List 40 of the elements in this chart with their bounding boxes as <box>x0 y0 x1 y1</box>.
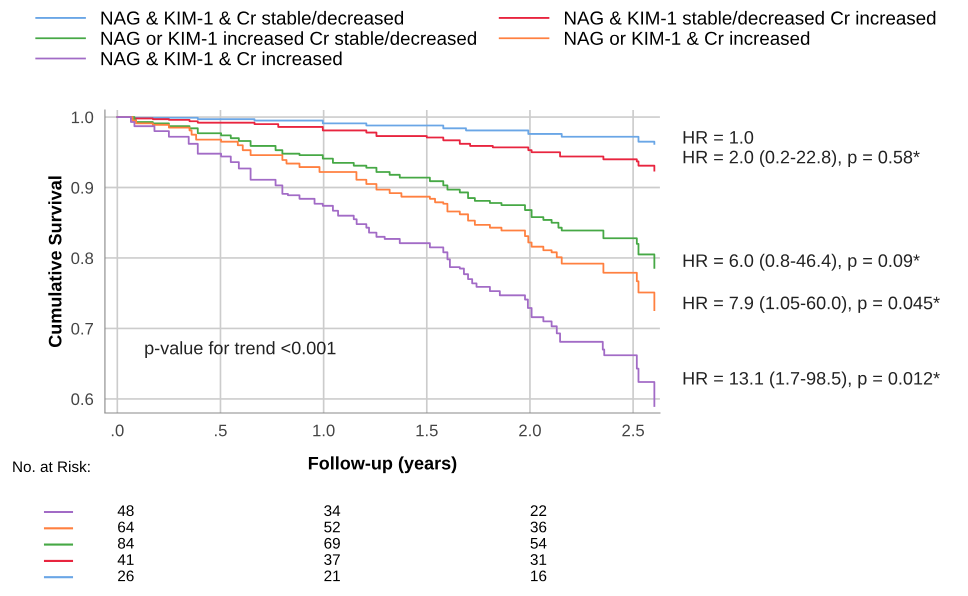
text: 34 <box>324 505 340 516</box>
text: 54 <box>530 538 546 549</box>
legend-label: NAG or KIM-1 increased Cr stable/decreased <box>102 31 476 45</box>
y-axis-title: Cumulative Survival <box>48 176 62 348</box>
text: 36 <box>530 522 546 532</box>
text: HR = 2.0 (0.2-22.8), p = 0.58* <box>684 150 920 168</box>
x-tick-label: 1.0 <box>313 424 335 436</box>
legend-label: NAG & KIM-1 & Cr stable/decreased <box>102 10 404 25</box>
y-tick-label: 1.0 <box>72 111 94 124</box>
text: HR = 6.0 (0.8-46.4), p = 0.09* <box>684 254 920 271</box>
text: 84 <box>118 538 134 549</box>
text: No. at Risk: <box>13 460 90 472</box>
text: 26 <box>118 570 134 582</box>
text: 22 <box>530 505 546 516</box>
annotation: p-value for trend <0.001 <box>145 341 336 358</box>
text: 52 <box>324 522 340 532</box>
legend-label: NAG & KIM-1 & Cr increased <box>102 51 342 66</box>
text: 64 <box>118 522 134 532</box>
legend-label: NAG or KIM-1 & Cr increased <box>564 31 810 45</box>
legend-label: NAG & KIM-1 stable/decreased Cr increased <box>564 10 936 25</box>
x-axis-title: Follow-up (years) <box>308 456 456 474</box>
x-tick-label: 2.5 <box>622 424 644 436</box>
text: 16 <box>531 570 546 582</box>
text: HR = 1.0 <box>684 130 754 144</box>
x-tick-label: 1.5 <box>416 424 438 436</box>
text: 31 <box>530 554 546 565</box>
text: 37 <box>324 554 340 565</box>
y-tick-label: 0.7 <box>71 322 93 335</box>
text: 48 <box>118 505 134 516</box>
text: HR = 13.1 (1.7-98.5), p = 0.012* <box>684 371 940 388</box>
text: HR = 7.9 (1.05-60.0), p = 0.045* <box>684 296 940 313</box>
text: 41 <box>118 554 134 565</box>
x-tick-label: 2.0 <box>519 424 541 436</box>
text: 21 <box>324 570 340 582</box>
y-tick-label: 0.6 <box>71 393 94 406</box>
x-tick-label: .5 <box>215 424 227 436</box>
x-tick-label: .0 <box>112 424 124 436</box>
y-tick-label: 0.8 <box>71 252 94 264</box>
text: 69 <box>324 538 340 549</box>
y-tick-label: 0.9 <box>71 182 94 194</box>
